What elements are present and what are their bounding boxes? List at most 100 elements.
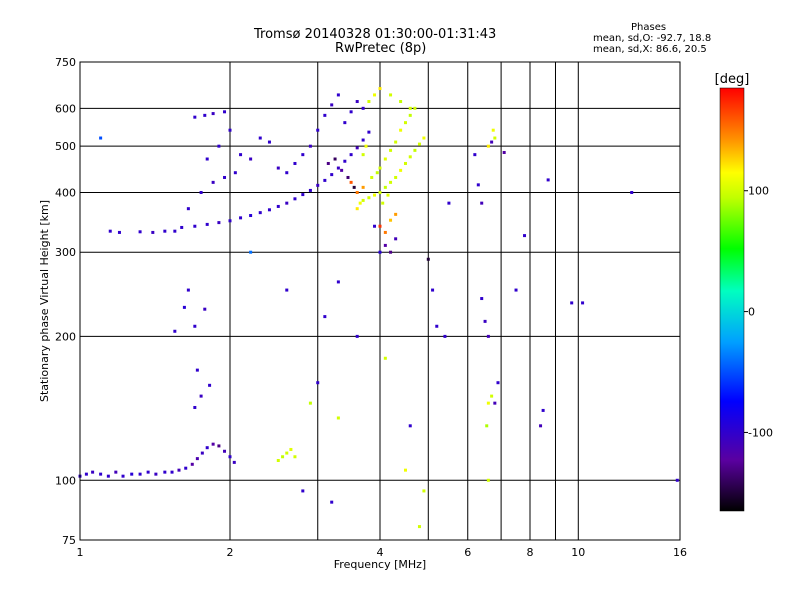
- data-point: [316, 381, 320, 385]
- data-point: [114, 470, 118, 474]
- data-point: [323, 113, 327, 117]
- data-point: [146, 470, 150, 474]
- data-point: [399, 128, 403, 132]
- data-point: [383, 243, 387, 247]
- data-point: [493, 401, 497, 405]
- data-point: [394, 212, 398, 216]
- data-point: [249, 250, 253, 254]
- data-point: [186, 207, 190, 211]
- data-point: [336, 166, 340, 170]
- y-tick-label: 500: [55, 140, 76, 153]
- colorbar-tick-label: 0: [748, 306, 755, 319]
- data-point: [211, 112, 215, 116]
- data-point: [330, 103, 334, 107]
- data-point: [223, 449, 227, 453]
- data-point: [443, 334, 447, 338]
- x-tick-label: 8: [527, 546, 534, 559]
- data-point: [394, 237, 398, 241]
- data-point: [205, 446, 209, 450]
- data-point: [408, 113, 412, 117]
- data-point: [340, 168, 344, 172]
- data-point: [200, 451, 204, 455]
- data-point: [389, 180, 393, 184]
- data-point: [364, 144, 368, 148]
- data-point: [361, 106, 365, 110]
- data-point: [373, 193, 377, 197]
- data-point: [323, 315, 327, 319]
- data-point: [173, 229, 177, 233]
- data-point: [205, 222, 209, 226]
- data-point: [151, 230, 155, 234]
- data-point: [211, 180, 215, 184]
- data-point: [285, 288, 289, 292]
- data-point: [630, 190, 634, 194]
- data-point: [523, 234, 527, 238]
- data-point: [378, 224, 382, 228]
- data-point: [355, 190, 359, 194]
- data-point: [399, 100, 403, 104]
- data-point: [99, 472, 103, 476]
- y-tick-label: 600: [55, 102, 76, 115]
- data-point: [447, 201, 451, 205]
- colorbar-tick-label: -100: [748, 426, 773, 439]
- data-point: [258, 211, 262, 215]
- data-point: [99, 136, 103, 140]
- x-tick-label: 2: [227, 546, 234, 559]
- data-point: [316, 183, 320, 187]
- data-point: [117, 230, 121, 234]
- data-point: [361, 185, 365, 189]
- data-point: [413, 148, 417, 152]
- data-point: [383, 157, 387, 161]
- data-point: [106, 474, 110, 478]
- data-point: [293, 197, 297, 201]
- data-point: [381, 201, 385, 205]
- data-point: [399, 168, 403, 172]
- data-point: [480, 297, 484, 301]
- data-point: [308, 144, 312, 148]
- data-point: [389, 250, 393, 254]
- data-point: [208, 383, 212, 387]
- colorbar: [719, 87, 745, 512]
- data-point: [355, 334, 359, 338]
- data-point: [301, 193, 305, 197]
- data-point: [336, 280, 340, 284]
- data-point: [301, 489, 305, 493]
- data-point: [422, 489, 426, 493]
- colorbar-tick-label: 100: [748, 185, 769, 198]
- data-point: [249, 157, 253, 161]
- data-point: [193, 324, 197, 328]
- data-point: [502, 150, 506, 154]
- data-point: [486, 401, 490, 405]
- data-point: [211, 442, 215, 446]
- data-point: [378, 166, 382, 170]
- data-point: [177, 468, 181, 472]
- data-point: [308, 401, 312, 405]
- data-point: [163, 470, 167, 474]
- data-point: [486, 144, 490, 148]
- data-point: [170, 470, 174, 474]
- data-point: [336, 93, 340, 97]
- data-point: [426, 257, 430, 261]
- data-point: [195, 368, 199, 372]
- data-point: [326, 161, 330, 165]
- data-point: [367, 130, 371, 134]
- x-tick-label: 10: [571, 546, 585, 559]
- chart-subtitle: RwPretec (8p): [335, 41, 427, 56]
- data-point: [383, 230, 387, 234]
- data-point: [173, 329, 177, 333]
- colorbar-ticks: 100 0 -100: [744, 185, 773, 439]
- data-point: [570, 301, 574, 305]
- data-point: [239, 153, 243, 157]
- data-point: [352, 185, 356, 189]
- data-point: [249, 214, 253, 218]
- chart-title: Tromsø 20140328 01:30:00-01:31:43: [254, 27, 497, 42]
- data-point: [370, 175, 374, 179]
- data-point: [190, 462, 194, 466]
- data-point: [281, 455, 285, 459]
- data-point: [195, 457, 199, 461]
- data-point: [355, 100, 359, 104]
- data-point: [217, 144, 221, 148]
- data-point: [361, 198, 365, 202]
- data-point: [343, 159, 347, 163]
- data-point: [403, 468, 407, 472]
